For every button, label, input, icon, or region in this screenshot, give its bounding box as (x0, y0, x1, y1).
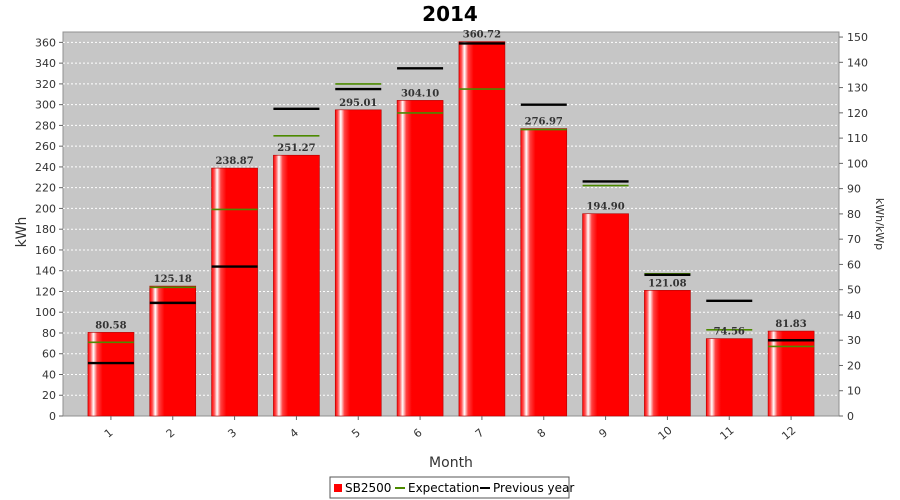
bar-value-label: 276.97 (525, 117, 563, 128)
y-right-tick-label: 140 (847, 56, 868, 69)
y-right-tick-label: 20 (847, 359, 861, 372)
y-tick-label: 60 (42, 348, 56, 361)
bar-value-label: 81.83 (775, 319, 806, 330)
y-right-tick-label: 70 (847, 233, 861, 246)
y-tick-label: 80 (42, 327, 56, 340)
legend-swatch-sb2500 (334, 484, 342, 492)
legend-box (329, 476, 570, 499)
legend-label-expectation: Expectation (408, 481, 479, 495)
y-right-tick-label: 150 (847, 31, 868, 44)
y-tick-label: 0 (49, 410, 56, 423)
y-right-tick-label: 130 (847, 82, 868, 95)
bar-value-label: 74.56 (714, 327, 745, 338)
bar-value-label: 194.90 (586, 202, 624, 213)
bar-value-label: 80.58 (95, 320, 126, 331)
x-tick-label: 10 (656, 424, 675, 443)
y-right-tick-label: 60 (847, 258, 861, 271)
x-tick-label: 2 (164, 426, 178, 440)
bar-value-label: 295.01 (339, 98, 377, 109)
chart-title: 2014 (422, 2, 478, 26)
y-right-tick-label: 30 (847, 334, 861, 347)
y-tick-label: 40 (42, 368, 56, 381)
bar (396, 100, 444, 417)
y-right-tick-label: 50 (847, 284, 861, 297)
bar (458, 41, 506, 417)
y-tick-label: 260 (35, 140, 56, 153)
x-tick-label: 4 (287, 426, 301, 440)
bar-value-label: 360.72 (463, 30, 501, 41)
x-tick-label: 8 (535, 426, 549, 440)
y-tick-label: 320 (35, 78, 56, 91)
bar (334, 109, 382, 417)
y-tick-label: 20 (42, 389, 56, 402)
legend: SB2500 Expectation Previous year (329, 476, 574, 499)
y-tick-label: 280 (35, 119, 56, 132)
y-tick-label: 220 (35, 182, 56, 195)
x-axis-label: Month (429, 455, 473, 471)
bar (582, 213, 629, 417)
y-right-tick-label: 120 (847, 107, 868, 120)
legend-label-previous-year: Previous year (493, 481, 574, 495)
bar (211, 167, 258, 417)
y-tick-label: 300 (35, 99, 56, 112)
legend-label-sb2500: SB2500 (345, 481, 391, 495)
y-right-tick-label: 100 (847, 157, 868, 170)
x-tick-label: 3 (225, 426, 239, 440)
x-tick-label: 1 (102, 426, 116, 440)
x-tick-label: 6 (411, 426, 425, 440)
x-tick-label: 7 (473, 426, 487, 440)
y-right-tick-label: 110 (847, 132, 868, 145)
y-right-tick-label: 40 (847, 309, 861, 322)
x-tick-label: 11 (717, 424, 736, 443)
y-tick-label: 120 (35, 285, 56, 298)
bar (767, 330, 815, 417)
y-right-tick-label: 80 (847, 208, 861, 221)
bar (87, 332, 135, 417)
x-tick-label: 5 (349, 426, 363, 440)
bar-value-label: 121.08 (648, 278, 686, 289)
bar-value-label: 125.18 (154, 274, 192, 285)
y-tick-label: 140 (35, 265, 56, 278)
bar (705, 338, 753, 417)
bar (644, 290, 691, 417)
bar-value-label: 238.87 (215, 156, 253, 167)
y-tick-label: 240 (35, 161, 56, 174)
y-axis-right-label: kWh/kWp (873, 198, 886, 250)
y-axis-label: kWh (14, 217, 30, 248)
x-tick-label: 12 (779, 424, 798, 443)
y-right-tick-label: 0 (847, 410, 854, 423)
y-right-tick-label: 10 (847, 385, 861, 398)
y-tick-label: 180 (35, 223, 56, 236)
x-tick-label: 9 (596, 426, 610, 440)
y-tick-label: 200 (35, 202, 56, 215)
y-tick-label: 100 (35, 306, 56, 319)
y-tick-label: 340 (35, 57, 56, 70)
bar-value-label: 304.10 (401, 88, 439, 99)
bar (273, 154, 320, 417)
y-tick-label: 360 (35, 36, 56, 49)
y-right-tick-label: 90 (847, 183, 861, 196)
y-tick-label: 160 (35, 244, 56, 257)
bar-value-label: 251.27 (277, 143, 315, 154)
bar (520, 128, 568, 417)
bar (149, 285, 197, 417)
